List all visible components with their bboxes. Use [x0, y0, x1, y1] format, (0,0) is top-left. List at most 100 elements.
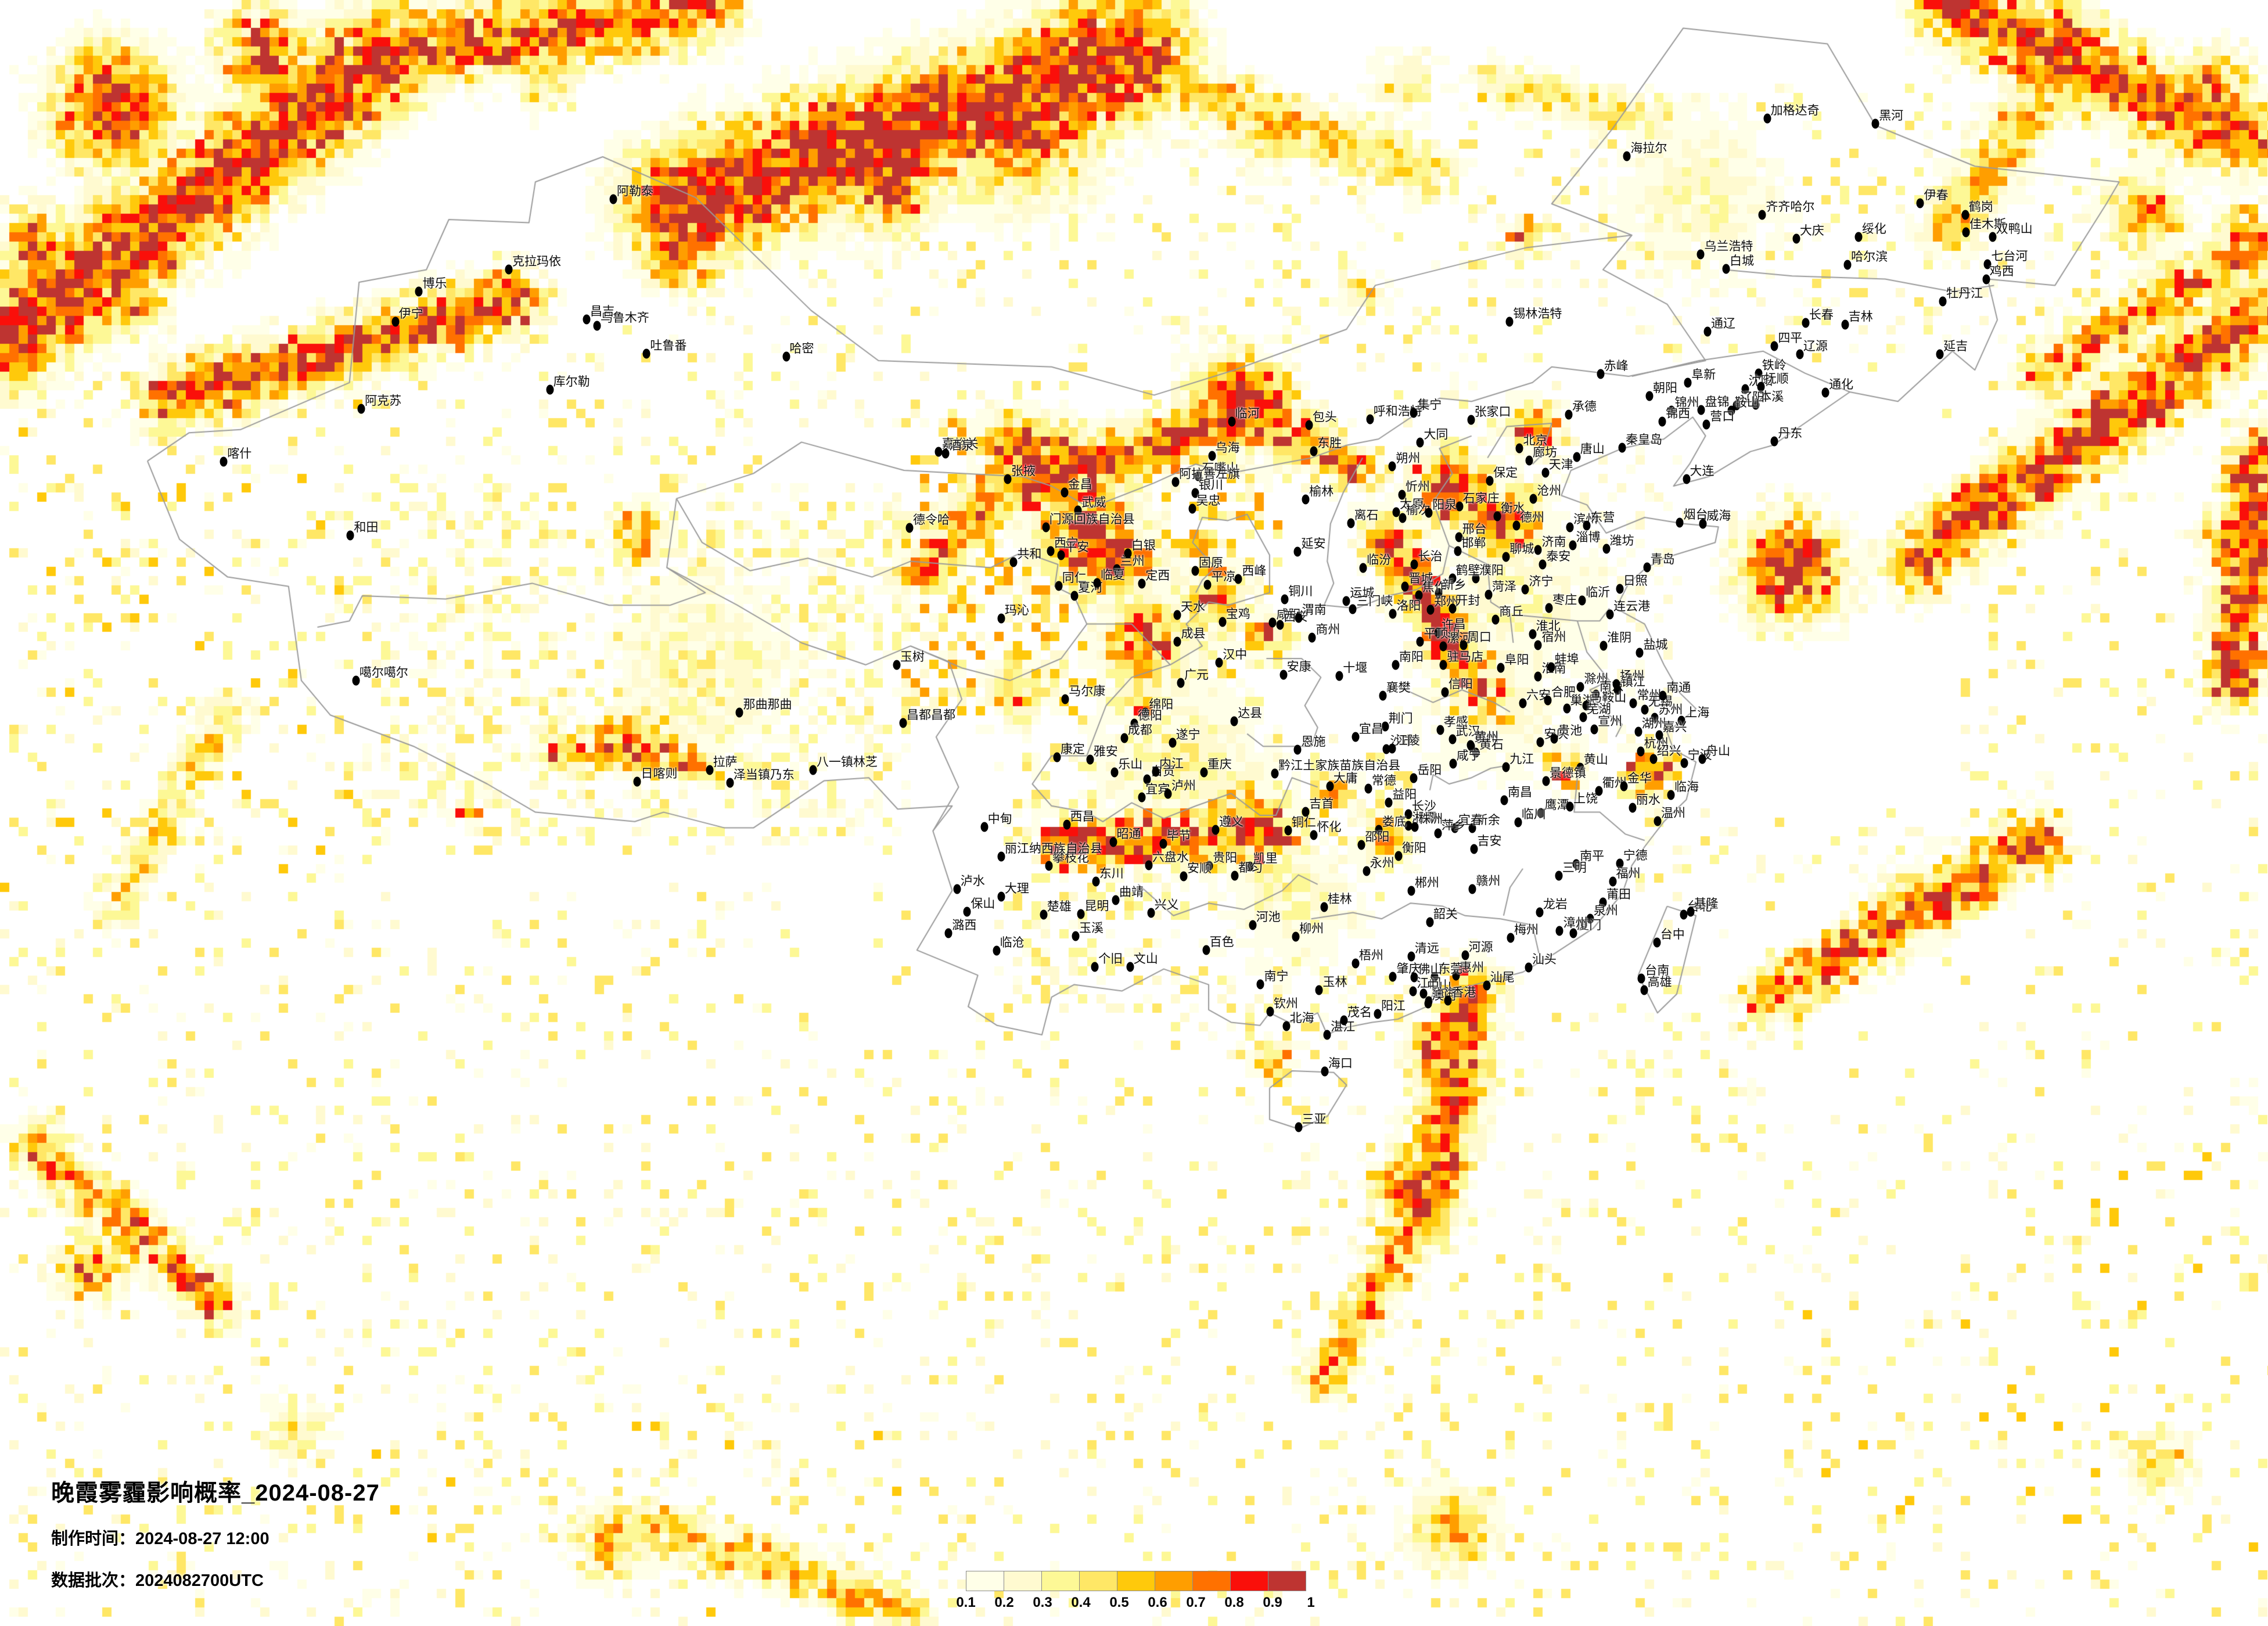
city-label: 宜宾: [1145, 783, 1170, 797]
legend-tick: 1: [1307, 1595, 1315, 1610]
city-dot: [1295, 613, 1303, 623]
city-dot: [1092, 876, 1100, 887]
city-label: 定西: [1145, 569, 1170, 583]
city-label: 日喀则: [641, 767, 678, 781]
legend-swatch: [1004, 1571, 1042, 1591]
city-label: 文山: [1133, 952, 1158, 966]
city-dot: [1293, 546, 1302, 557]
city-label: 菏泽: [1491, 580, 1516, 594]
city-dot: [1401, 581, 1409, 592]
city-dot: [1310, 446, 1318, 456]
city-dot: [1485, 589, 1493, 600]
city-dot: [1569, 540, 1577, 551]
city-dot: [415, 286, 423, 297]
city-label: 共和: [1017, 547, 1042, 561]
production-time-label: 制作时间：: [51, 1530, 136, 1548]
city-label: 黄州: [1474, 730, 1499, 744]
city-dot: [1515, 443, 1523, 454]
city-dot: [1394, 851, 1403, 861]
city-dot: [963, 906, 971, 917]
city-label: 四平: [1778, 331, 1803, 345]
legend-swatch: [1117, 1571, 1155, 1591]
city-dot: [1040, 909, 1048, 920]
city-dot: [1205, 861, 1213, 871]
city-label: 阿克苏: [365, 394, 402, 408]
city-dot: [1141, 707, 1149, 718]
city-label: 东川: [1099, 867, 1124, 881]
city-dot: [1266, 1006, 1274, 1016]
city-dot: [1055, 581, 1063, 591]
city-label: 平安: [1065, 540, 1090, 554]
city-label: 中甸: [987, 812, 1012, 826]
city-label: 阿勒泰: [616, 184, 653, 198]
city-dot: [1147, 908, 1155, 918]
city-dot: [1042, 522, 1050, 533]
city-dot: [1653, 937, 1661, 948]
city-dot: [1411, 822, 1419, 832]
city-dot: [1545, 603, 1553, 613]
legend-swatch: [1041, 1571, 1080, 1591]
city-label: 嘉峪关: [941, 437, 979, 451]
city-dot: [1268, 617, 1277, 628]
city-label: 个旧: [1098, 952, 1123, 966]
city-label: 益阳: [1392, 788, 1417, 802]
city-dot: [1755, 368, 1763, 379]
city-label: 湘潭: [1411, 811, 1436, 825]
city-label: 博乐: [422, 277, 447, 291]
city-dot: [1539, 559, 1547, 570]
legend-tick: 0.8: [1224, 1595, 1244, 1610]
city-dot: [1086, 754, 1094, 765]
production-time-value: 2024-08-27 12:00: [135, 1530, 269, 1548]
city-dot: [1595, 786, 1603, 796]
city-label: 鹤岗: [1968, 200, 1993, 214]
city-dot: [1392, 507, 1400, 517]
legend-swatch: [966, 1571, 1004, 1591]
city-label: 苏州: [1658, 703, 1683, 717]
city-label: 泸州: [1171, 779, 1196, 793]
city-dot: [1293, 744, 1302, 755]
city-dot: [1315, 985, 1323, 995]
city-label: 昆明: [1084, 900, 1109, 913]
city-dot: [1366, 414, 1374, 425]
city-dot: [352, 675, 360, 686]
city-dot: [1271, 768, 1279, 779]
city-dot: [1502, 762, 1510, 772]
city-dot: [1616, 858, 1624, 869]
city-dot: [1231, 870, 1239, 881]
city-label: 北京: [1523, 434, 1548, 448]
city-dot: [1215, 657, 1223, 668]
city-label: 茂名: [1347, 1005, 1372, 1019]
city-label: 合肥: [1551, 685, 1576, 699]
city-dot: [1110, 767, 1119, 778]
city-label: 南昌: [1507, 786, 1532, 800]
city-label: 哈尔滨: [1851, 250, 1888, 264]
city-dot: [1758, 210, 1766, 220]
city-dot: [1534, 671, 1542, 682]
city-dot: [1363, 866, 1371, 876]
city-label: 运城: [1350, 587, 1375, 600]
city-dot: [1138, 578, 1146, 589]
city-label: 抚顺: [1764, 372, 1789, 386]
city-label: 门源回族自治县: [1049, 513, 1135, 527]
city-label: 金华: [1627, 772, 1652, 786]
city-dot: [934, 447, 943, 457]
city-dot: [1407, 886, 1415, 896]
city-dot: [1284, 825, 1292, 836]
city-dot: [1640, 985, 1648, 995]
city-label: 黄石: [1479, 738, 1504, 751]
city-label: 清远: [1414, 942, 1439, 955]
city-label: 榆林: [1309, 484, 1334, 498]
city-label: 银川: [1198, 479, 1223, 492]
city-label: 雅安: [1093, 744, 1118, 758]
city-dot: [1667, 405, 1676, 416]
city-label: 北海: [1289, 1011, 1314, 1025]
city-label: 离石: [1354, 508, 1379, 522]
city-dot: [1452, 970, 1460, 981]
city-dot: [1246, 861, 1254, 872]
city-dot: [1843, 260, 1852, 270]
city-label: 铜仁: [1291, 815, 1316, 829]
city-dot: [1305, 420, 1313, 430]
city-dot: [1335, 671, 1343, 681]
legend-swatches: [966, 1571, 1306, 1591]
